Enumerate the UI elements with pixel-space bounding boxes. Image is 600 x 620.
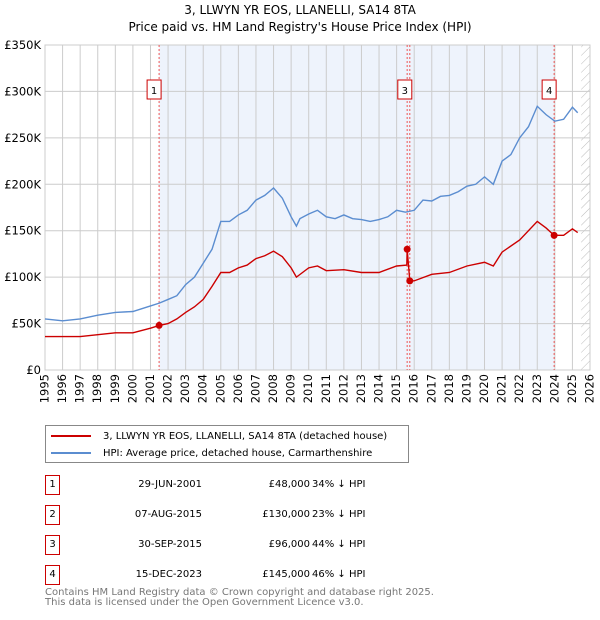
y-tick-label: £150K xyxy=(4,224,41,238)
price-chart: 3, LLWYN YR EOS, LLANELLI, SA14 8TA Pric… xyxy=(4,3,597,403)
sale-row: 4 15-DEC-2023 £145,000 46% ↓ HPI xyxy=(45,565,385,587)
y-tick-label: £300K xyxy=(4,84,41,98)
x-tick-label: 1998 xyxy=(90,374,104,403)
x-tick-label: 2014 xyxy=(372,374,386,403)
y-tick-label: £350K xyxy=(4,38,41,52)
x-tick-label: 2003 xyxy=(178,374,192,403)
sale-point-3 xyxy=(406,277,414,285)
x-tick-label: 2010 xyxy=(301,374,315,403)
y-tick-label: £200K xyxy=(4,177,41,191)
sale-marker-box-4 xyxy=(541,79,557,100)
x-tick-label: 2020 xyxy=(477,374,491,403)
legend-label: HPI: Average price, detached house, Carm… xyxy=(103,447,373,459)
sale-marker-label-4: 4 xyxy=(546,86,552,97)
x-tick-label: 2008 xyxy=(266,374,280,403)
sale-period-shading xyxy=(159,45,555,370)
x-tick-label: 2016 xyxy=(407,374,421,403)
sale-badge: 4 xyxy=(45,565,60,585)
sale-date: 07-AUG-2015 xyxy=(134,509,202,520)
sale-date: 15-DEC-2023 xyxy=(135,569,202,580)
legend-item-hpi: HPI: Average price, detached house, Carm… xyxy=(46,445,372,461)
sale-date: 29-JUN-2001 xyxy=(138,479,202,490)
footer-copyright: Contains HM Land Registry data © Crown c… xyxy=(45,587,434,598)
hpi-line xyxy=(44,105,579,322)
x-tick-label: 2022 xyxy=(512,374,526,403)
x-tick-label: 2011 xyxy=(319,374,333,403)
x-tick-label: 2002 xyxy=(161,374,175,403)
footer: Contains HM Land Registry data © Crown c… xyxy=(45,588,434,608)
legend-label: 3, LLWYN YR EOS, LLANELLI, SA14 8TA (det… xyxy=(103,430,388,442)
x-tick-label: 2018 xyxy=(442,374,456,403)
y-tick-label: £250K xyxy=(4,131,41,145)
y-tick-label: £100K xyxy=(4,270,41,284)
x-tick-label: 2019 xyxy=(459,374,473,403)
x-tick-label: 2000 xyxy=(125,374,139,403)
sale-price: £130,000 xyxy=(262,509,310,520)
property-price-line xyxy=(45,220,579,338)
x-tick-label: 2025 xyxy=(565,374,579,403)
x-tick-label: 2017 xyxy=(424,374,438,403)
legend-item-property: 3, LLWYN YR EOS, LLANELLI, SA14 8TA (det… xyxy=(46,428,387,444)
sale-price: £96,000 xyxy=(268,539,310,550)
forecast-hatch xyxy=(581,45,590,370)
sale-row: 3 30-SEP-2015 £96,000 44% ↓ HPI xyxy=(45,535,385,557)
x-tick-label: 2006 xyxy=(231,374,245,403)
sale-marker-label-1: 1 xyxy=(151,86,157,97)
sale-badge: 2 xyxy=(45,505,60,525)
x-tick-label: 2007 xyxy=(248,374,262,403)
y-tick-label: £50K xyxy=(12,317,42,331)
plot-frame xyxy=(44,44,591,371)
x-tick-label: 2015 xyxy=(389,374,403,403)
x-tick-label: 2004 xyxy=(196,374,210,403)
sale-marker-label-3: 3 xyxy=(402,86,408,97)
x-tick-label: 1996 xyxy=(55,374,69,403)
sale-row: 1 29-JUN-2001 £48,000 34% ↓ HPI xyxy=(45,475,385,497)
x-tick-label: 2009 xyxy=(284,374,298,403)
sale-marker-box-3 xyxy=(397,79,413,100)
legend-swatch-blue xyxy=(51,452,91,454)
sale-row: 2 07-AUG-2015 £130,000 23% ↓ HPI xyxy=(45,505,385,527)
sale-point-2 xyxy=(403,245,411,253)
legend: 3, LLWYN YR EOS, LLANELLI, SA14 8TA (det… xyxy=(45,425,409,463)
sale-marker-box-1 xyxy=(146,79,162,100)
sale-badge: 3 xyxy=(45,535,60,555)
x-tick-label: 2013 xyxy=(354,374,368,403)
x-tick-label: 2023 xyxy=(530,374,544,403)
sale-date: 30-SEP-2015 xyxy=(138,539,202,550)
sale-point-1 xyxy=(155,321,163,329)
sale-price: £48,000 xyxy=(268,479,310,490)
sale-price: £145,000 xyxy=(262,569,310,580)
x-tick-label: 2026 xyxy=(583,374,597,403)
sale-delta: 34% ↓ HPI xyxy=(312,479,366,490)
chart-subtitle: Price paid vs. HM Land Registry's House … xyxy=(128,20,471,34)
sale-delta: 46% ↓ HPI xyxy=(312,569,366,580)
chart-title: 3, LLWYN YR EOS, LLANELLI, SA14 8TA xyxy=(184,3,416,17)
x-tick-label: 2021 xyxy=(495,374,509,403)
sale-delta: 23% ↓ HPI xyxy=(312,509,366,520)
x-tick-label: 2005 xyxy=(213,374,227,403)
sale-point-4 xyxy=(550,231,558,239)
sale-delta: 44% ↓ HPI xyxy=(312,539,366,550)
x-tick-label: 1999 xyxy=(108,374,122,403)
x-tick-label: 1997 xyxy=(73,374,87,403)
x-tick-label: 2024 xyxy=(547,374,561,403)
sale-badge: 1 xyxy=(45,475,60,495)
x-tick-label: 2001 xyxy=(143,374,157,403)
x-tick-label: 1995 xyxy=(38,374,52,403)
legend-swatch-red xyxy=(51,435,91,437)
footer-licence: This data is licensed under the Open Gov… xyxy=(45,597,364,608)
y-tick-label: £0 xyxy=(26,363,41,377)
x-tick-label: 2012 xyxy=(336,374,350,403)
